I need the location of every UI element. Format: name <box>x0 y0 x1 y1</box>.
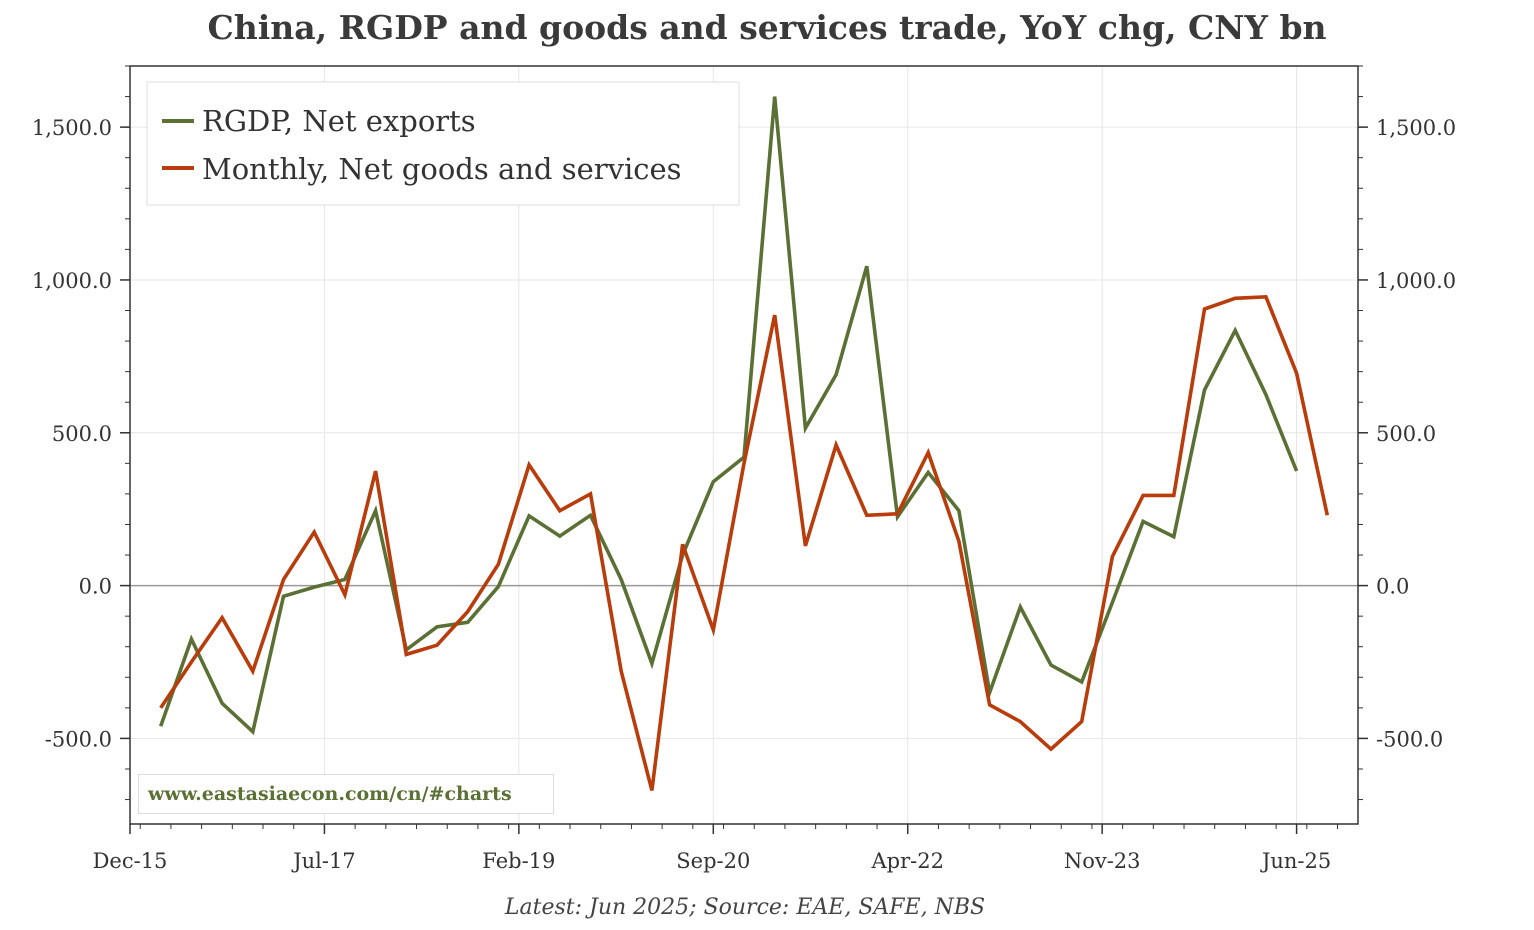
x-tick-label: Dec-15 <box>93 849 168 873</box>
x-tick-label: Sep-20 <box>676 849 750 873</box>
y-tick-label-right: 1,000.0 <box>1376 269 1456 293</box>
source-note: Latest: Jun 2025; Source: EAE, SAFE, NBS <box>504 895 986 920</box>
y-tick-label-left: 1,500.0 <box>32 116 112 140</box>
legend-label-rgdp: RGDP, Net exports <box>202 104 476 138</box>
series-line-monthly-net-goods-services <box>159 294 1330 791</box>
y-tick-label-left: 0.0 <box>79 575 112 599</box>
watermark-url: www.eastasiaecon.com/cn/#charts <box>138 774 554 814</box>
x-tick-label: Feb-19 <box>482 849 555 873</box>
y-tick-label-left: -500.0 <box>45 727 112 751</box>
y-axis-right-labels: 1,500.0 1,000.0 500.0 0.0 -500.0 <box>1376 116 1456 751</box>
legend-label-monthly: Monthly, Net goods and services <box>202 152 682 186</box>
x-tick-label: Apr-22 <box>870 849 943 873</box>
series-layer <box>159 96 1330 791</box>
y-axis-left-labels: 1,500.0 1,000.0 500.0 0.0 -500.0 <box>32 116 112 751</box>
x-axis-labels: Dec-15 Jul-17 Feb-19 Sep-20 Apr-22 Nov-23 Jun-… <box>93 849 1332 873</box>
x-tick-label: Jun-25 <box>1260 849 1331 873</box>
chart-title: China, RGDP and goods and services trade… <box>207 8 1327 47</box>
legend-box <box>146 81 740 206</box>
y-tick-label-right: -500.0 <box>1376 727 1443 751</box>
y-tick-label-left: 1,000.0 <box>32 269 112 293</box>
y-tick-label-right: 1,500.0 <box>1376 116 1456 140</box>
y-tick-label-left: 500.0 <box>52 422 112 446</box>
legend: RGDP, Net exports Monthly, Net goods and… <box>146 81 740 206</box>
y-tick-label-right: 500.0 <box>1376 422 1436 446</box>
x-tick-label: Jul-17 <box>291 849 355 873</box>
axis-ticks <box>120 65 1368 834</box>
y-tick-label-right: 0.0 <box>1376 575 1409 599</box>
plot-frame <box>129 65 1359 825</box>
x-tick-label: Nov-23 <box>1064 849 1141 873</box>
